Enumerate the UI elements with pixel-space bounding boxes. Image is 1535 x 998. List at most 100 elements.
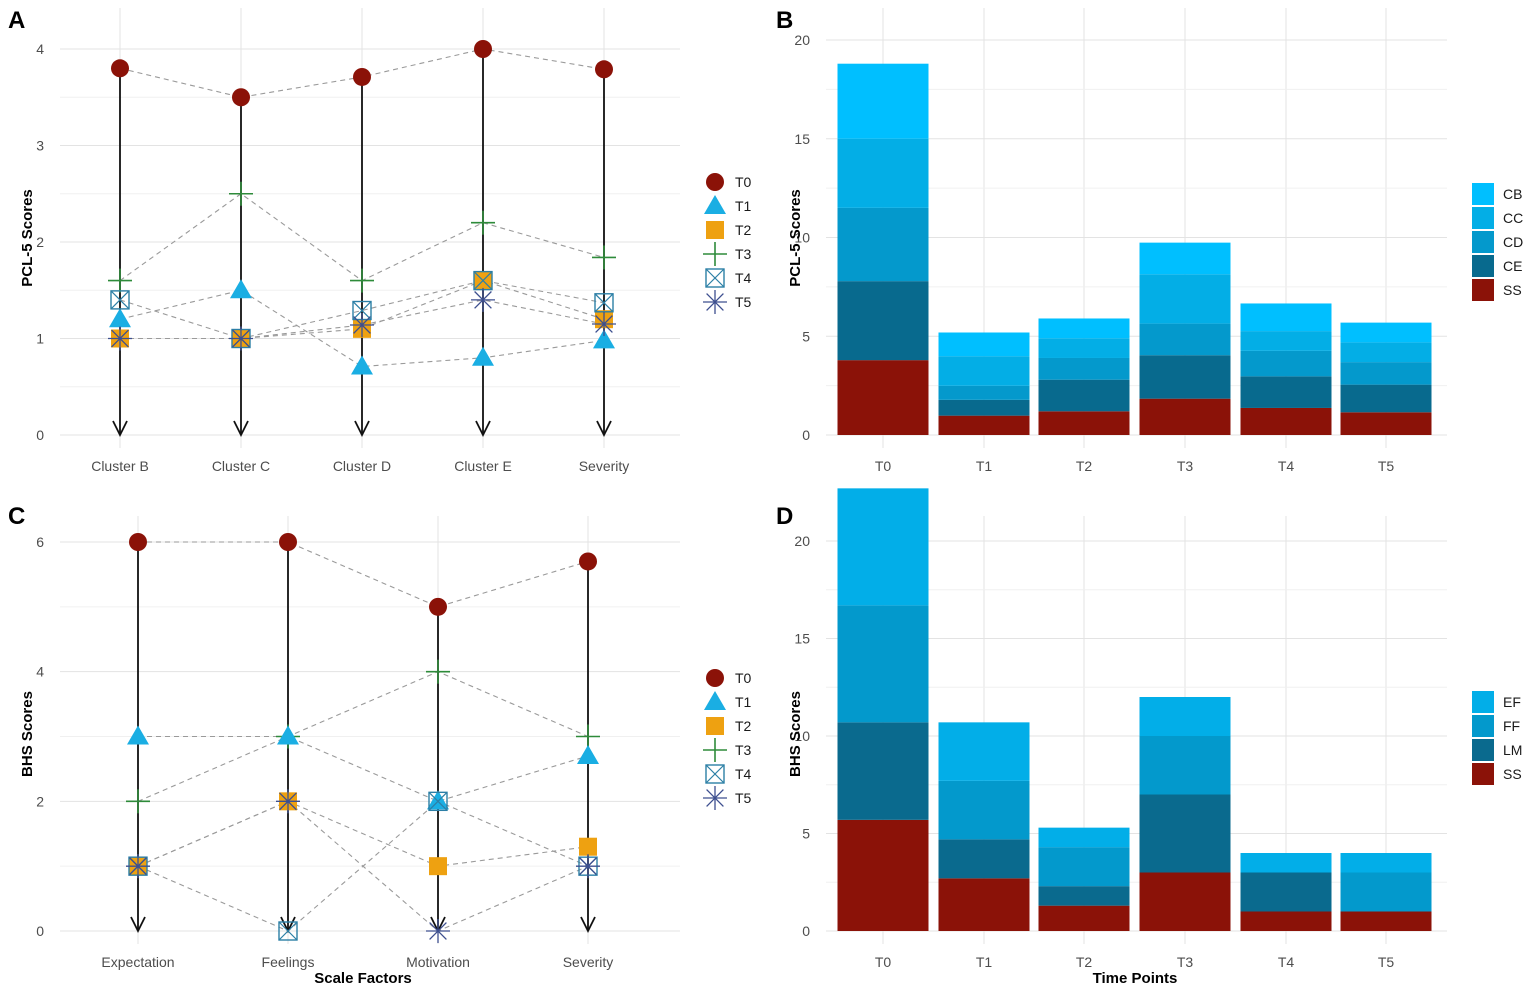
point-t4-feelings bbox=[278, 921, 298, 941]
legend-label-t2: T2 bbox=[735, 222, 752, 238]
marker-t5-spoke bbox=[595, 315, 613, 333]
legend-label-ff: FF bbox=[1503, 718, 1520, 734]
marker-t4-d2 bbox=[428, 791, 448, 811]
point-t1-expectation bbox=[127, 725, 149, 745]
point-t1-severity bbox=[593, 329, 615, 349]
x-tick-label: Expectation bbox=[101, 954, 174, 970]
bar-t1-ef bbox=[938, 722, 1030, 781]
bar-t4-ss bbox=[1240, 911, 1332, 931]
legend-label-t0: T0 bbox=[735, 670, 752, 686]
bar-t5-ce bbox=[1340, 384, 1432, 413]
bar-t4-ef bbox=[1240, 853, 1332, 873]
x-tick-label: Motivation bbox=[406, 954, 470, 970]
marker-t1-triangle bbox=[277, 725, 299, 745]
marker-t4-d2 bbox=[705, 268, 725, 288]
marker-t4-d2 bbox=[473, 271, 493, 291]
bar-t2-ss bbox=[1038, 411, 1130, 435]
bar-t0-lm bbox=[837, 722, 929, 820]
bar-t0-cb bbox=[837, 63, 929, 139]
marker-t0-circle bbox=[706, 173, 724, 191]
x-tick-label: T1 bbox=[976, 954, 993, 970]
x-tick-label: T3 bbox=[1177, 458, 1194, 474]
y-tick-label: 3 bbox=[36, 138, 44, 154]
legend-label-t3: T3 bbox=[735, 246, 752, 262]
legend-swatch-ce bbox=[1472, 255, 1494, 277]
y-tick-label: 6 bbox=[36, 534, 44, 550]
marker-t5-spoke bbox=[129, 857, 147, 876]
bar-t5-ff bbox=[1340, 872, 1432, 912]
bar-t5-cb bbox=[1340, 322, 1432, 343]
legend-key-t1 bbox=[704, 691, 726, 710]
panel-a-label: A bbox=[8, 7, 25, 34]
legend-label-t3: T3 bbox=[735, 742, 752, 758]
marker-t5-spoke bbox=[706, 789, 724, 807]
marker-t1-triangle bbox=[109, 308, 131, 328]
panel-d-label: D bbox=[776, 503, 793, 530]
dashed-line-t1 bbox=[119, 289, 605, 368]
legend-swatch-cb bbox=[1472, 183, 1494, 205]
marker-t0-circle bbox=[706, 669, 724, 687]
marker-t1-triangle bbox=[593, 329, 615, 349]
y-tick-label: 10 bbox=[794, 230, 810, 246]
point-t3-severity bbox=[592, 245, 616, 270]
marker-t5-spoke bbox=[111, 329, 129, 348]
point-t1-motivation bbox=[427, 790, 449, 810]
bar-t5-ss bbox=[1340, 911, 1432, 931]
legend-swatch-ss bbox=[1472, 279, 1494, 301]
y-tick-label: 1 bbox=[36, 331, 44, 347]
legend-key-t1 bbox=[704, 195, 726, 214]
point-t5-cluster-c bbox=[229, 326, 253, 351]
marker-t1-triangle bbox=[472, 346, 494, 366]
point-t0-feelings bbox=[279, 533, 297, 551]
marker-t4-box bbox=[428, 791, 448, 812]
point-t1-cluster-d bbox=[351, 355, 373, 375]
marker-t0-circle bbox=[595, 60, 613, 79]
marker-t1-triangle bbox=[351, 355, 373, 375]
dashed-line-t5 bbox=[137, 800, 589, 932]
bar-t3-ff bbox=[1139, 736, 1231, 795]
legend-label-ss: SS bbox=[1503, 766, 1522, 782]
legend-key-t2 bbox=[706, 717, 724, 735]
y-tick-label: 0 bbox=[802, 427, 810, 443]
point-t5-severity bbox=[592, 312, 616, 337]
legend-key-t5 bbox=[703, 786, 727, 810]
y-tick-label: 4 bbox=[36, 41, 44, 57]
bar-t3-cc bbox=[1139, 274, 1231, 324]
bar-t4-cc bbox=[1240, 331, 1332, 351]
arrow-head-expectation bbox=[130, 916, 146, 934]
legend-key-t3 bbox=[703, 242, 727, 266]
y-tick-label: 2 bbox=[36, 234, 44, 250]
bar-t5-ss bbox=[1340, 412, 1432, 435]
bar-t2-lm bbox=[1038, 886, 1130, 906]
legend-key-t4 bbox=[705, 268, 725, 288]
point-t0-expectation bbox=[129, 533, 147, 551]
panel-c-chart: C 0 2 4 6 Expectation Feelings Motivation Seve… bbox=[8, 503, 752, 987]
bar-t4-lm bbox=[1240, 872, 1332, 912]
legend-label-ss: SS bbox=[1503, 282, 1522, 298]
bar-t3-cb bbox=[1139, 242, 1231, 275]
dashed-line-t2 bbox=[120, 280, 605, 340]
y-tick-label: 0 bbox=[36, 923, 44, 939]
panel-b-label: B bbox=[776, 7, 793, 34]
dashed-line-t4 bbox=[119, 280, 605, 340]
legend-label-t4: T4 bbox=[735, 270, 752, 286]
legend-swatch-cd bbox=[1472, 231, 1494, 253]
point-t3-expectation bbox=[126, 789, 150, 814]
point-t0-severity bbox=[579, 552, 597, 571]
bar-t0-ss bbox=[837, 360, 929, 435]
point-t5-expectation bbox=[126, 854, 150, 879]
panel-b-ylabel: PCL-5 Scores bbox=[787, 189, 804, 287]
bar-t2-cd bbox=[1038, 357, 1130, 380]
legend-label-t1: T1 bbox=[735, 694, 752, 710]
marker-t1-triangle bbox=[230, 279, 252, 299]
panel-d-chart: D 0 5 10 15 20 T0 T1 T2 T3 T4 T5 BHS Scores Time … bbox=[776, 488, 1522, 987]
panel-c-label: C bbox=[8, 503, 25, 530]
y-tick-label: 0 bbox=[36, 427, 44, 443]
x-tick-label: T4 bbox=[1278, 954, 1295, 970]
marker-t2-square bbox=[429, 857, 447, 876]
point-t1-cluster-e bbox=[472, 346, 494, 366]
marker-t0-circle bbox=[429, 597, 447, 616]
panel-b-chart: B 0 5 10 15 20 T0 T1 T2 T3 T4 T5 PCL-5 Scores CB C… bbox=[776, 7, 1523, 474]
bar-t3-ss bbox=[1139, 872, 1231, 931]
y-tick-label: 4 bbox=[36, 664, 44, 680]
